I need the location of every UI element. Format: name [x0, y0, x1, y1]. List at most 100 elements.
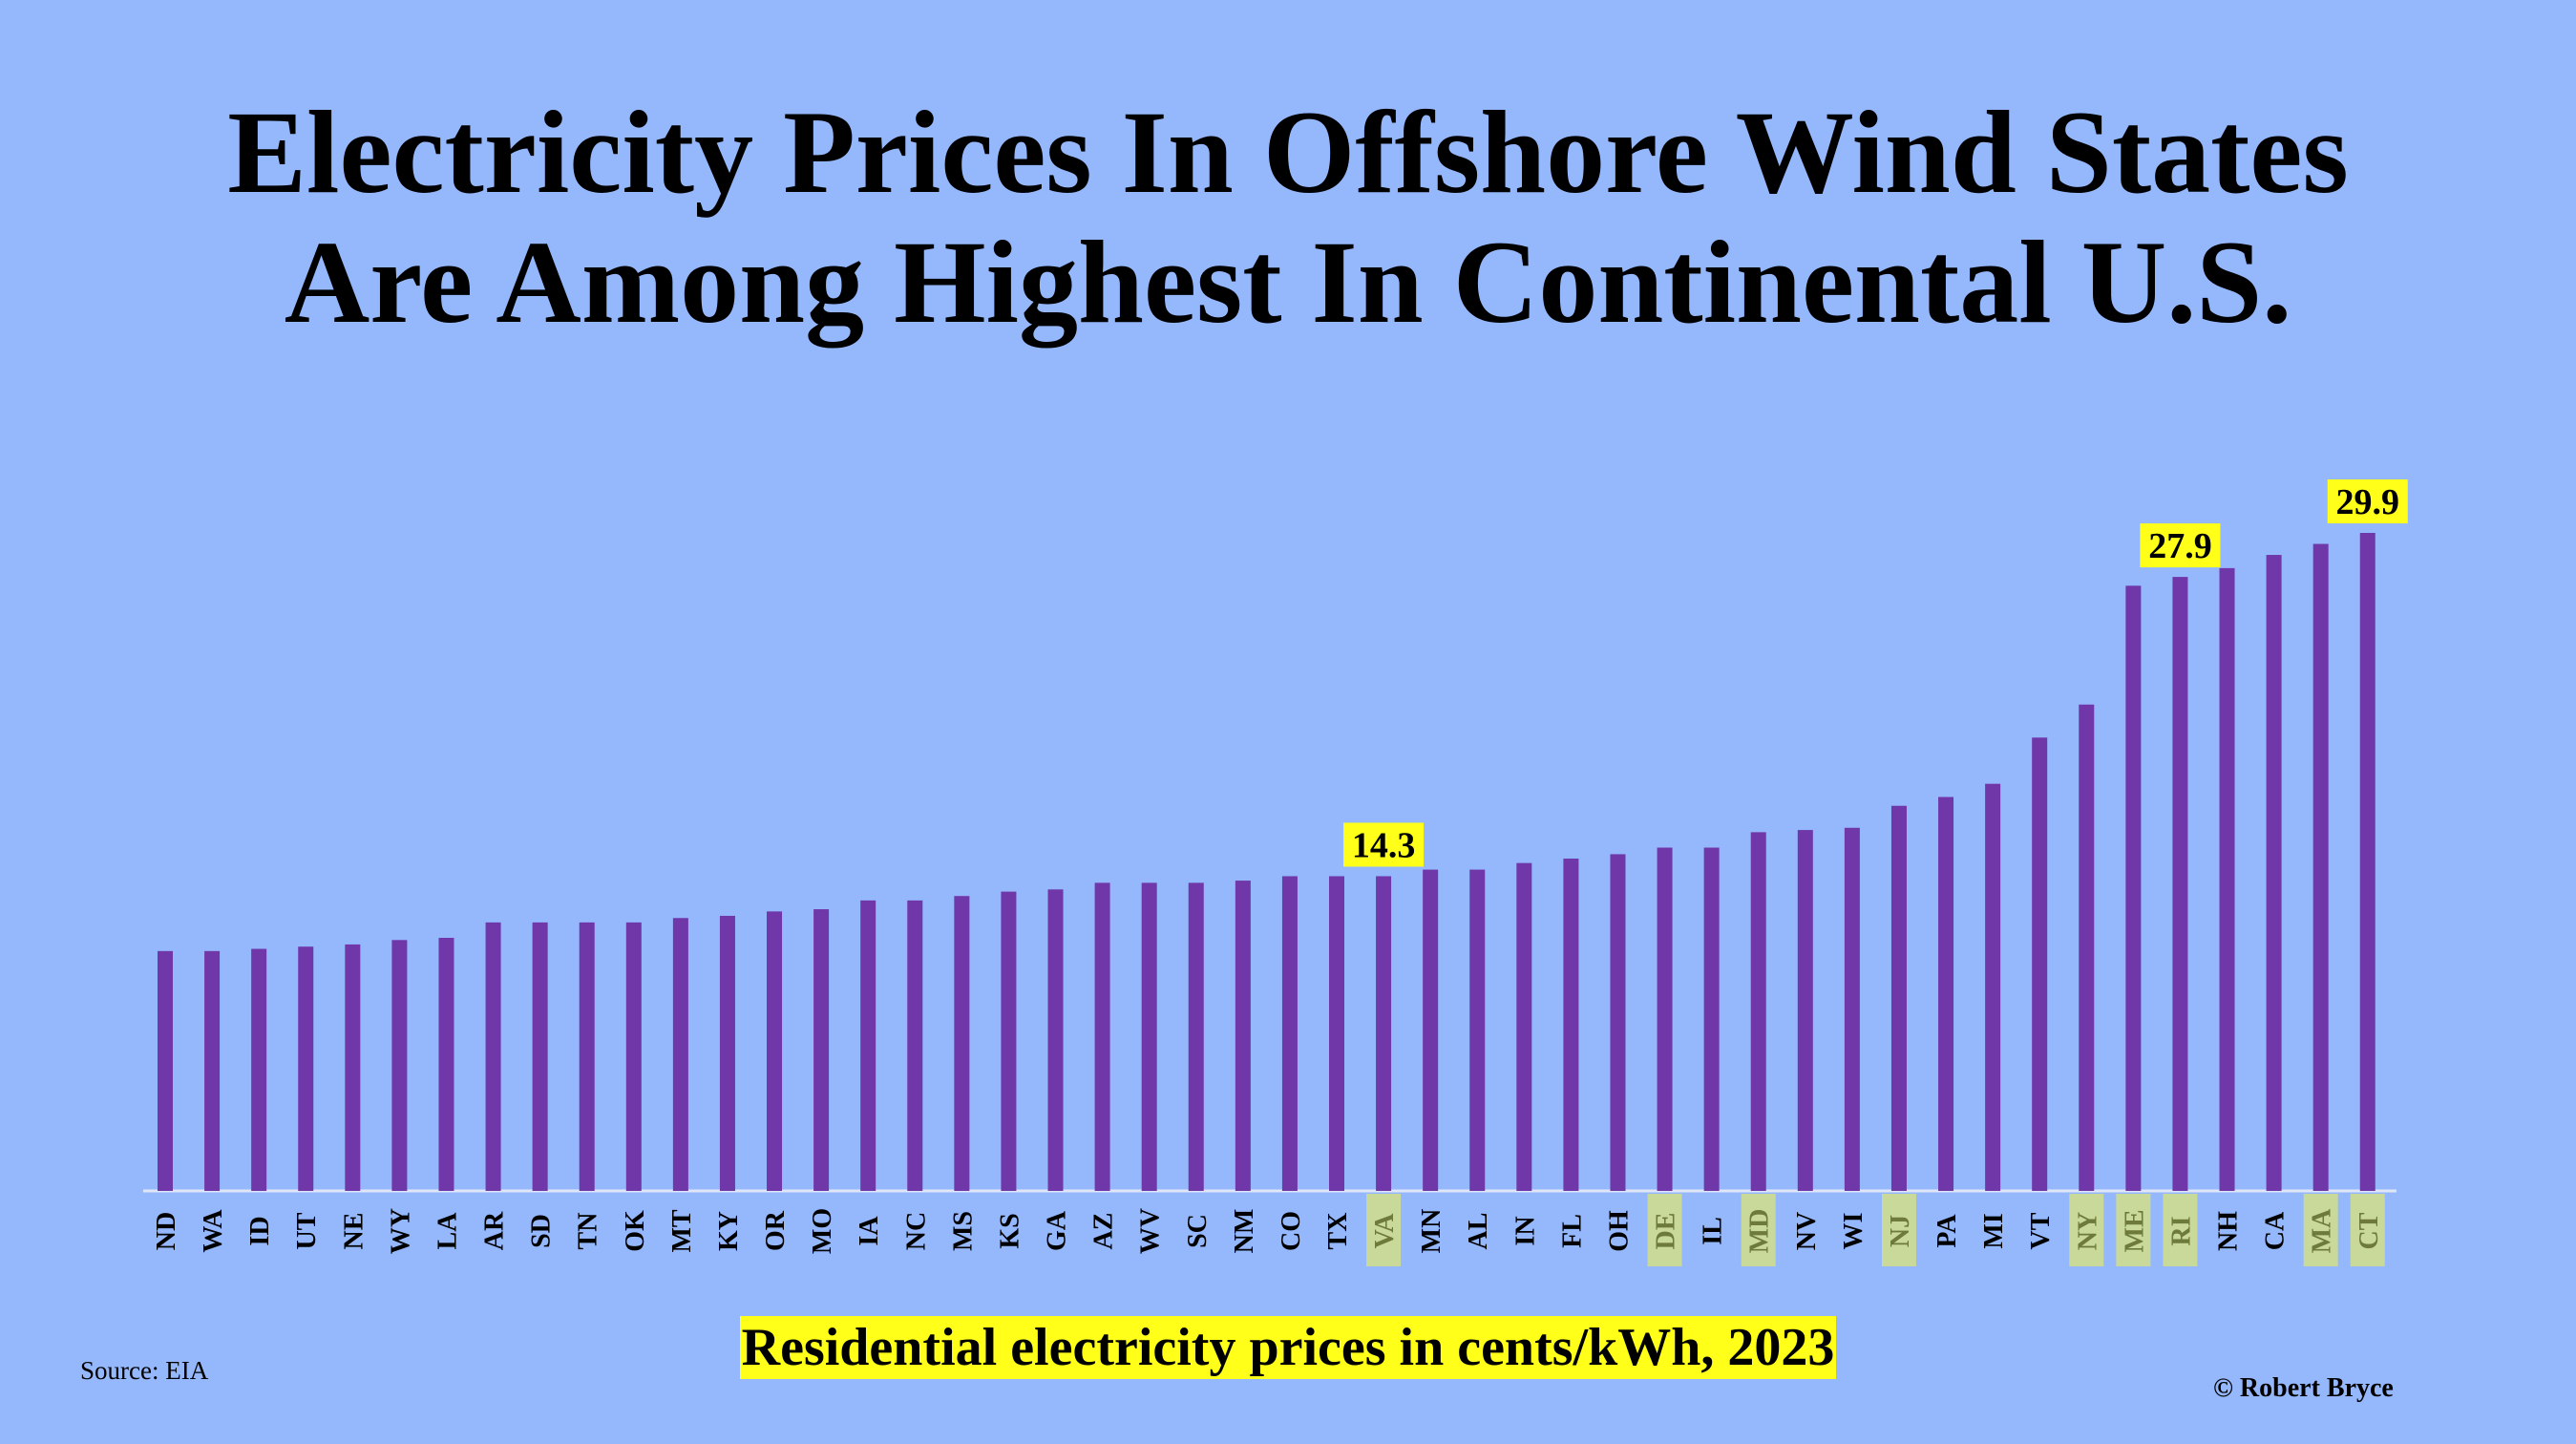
tick-label-nm: NM: [1230, 1209, 1259, 1254]
bar-in: [1516, 862, 1532, 1191]
tick-label-wy: WY: [386, 1208, 415, 1254]
bar-vt: [2032, 737, 2048, 1191]
bar-ny: [2079, 704, 2095, 1191]
bar-me: [2125, 585, 2142, 1191]
tick-label-mo: MO: [808, 1208, 837, 1254]
data-label-bg-ct: [2327, 479, 2408, 523]
bar-pa: [1938, 796, 1954, 1191]
bar-ri: [2172, 577, 2188, 1191]
tick-label-ny: NY: [2073, 1212, 2102, 1250]
tick-label-wi: WI: [1839, 1213, 1869, 1250]
bar-wa: [204, 950, 221, 1191]
bar-id: [251, 948, 267, 1191]
tick-label-mn: MN: [1417, 1209, 1446, 1254]
bar-va: [1376, 876, 1392, 1191]
tick-label-nh: NH: [2214, 1211, 2244, 1251]
chart-title-line-1: Electricity Prices In Offshore Wind Stat…: [227, 87, 2349, 218]
tick-label-sd: SD: [527, 1214, 557, 1248]
tick-label-tn: TN: [574, 1213, 603, 1250]
bar-az: [1094, 882, 1110, 1191]
tick-label-ma: MA: [2308, 1208, 2337, 1253]
tick-label-ky: KY: [714, 1211, 744, 1251]
tick-highlight-va: [1366, 1194, 1402, 1266]
tick-highlight-ct: [2350, 1194, 2385, 1266]
tick-label-wa: WA: [199, 1209, 228, 1253]
tick-label-ks: KS: [995, 1213, 1024, 1248]
chart-title: Electricity Prices In Offshore Wind Stat…: [0, 88, 2576, 348]
tick-label-ct: CT: [2354, 1212, 2384, 1249]
tick-label-md: MD: [1745, 1209, 1775, 1254]
bar-ms: [954, 896, 970, 1191]
copyright-credit: © Robert Bryce: [2213, 1373, 2394, 1403]
bar-nd: [158, 950, 173, 1191]
tick-label-nj: NJ: [1886, 1215, 1915, 1247]
tick-label-ut: UT: [292, 1212, 322, 1249]
tick-label-ne: NE: [339, 1213, 369, 1250]
bar-nj: [1890, 805, 1907, 1191]
tick-label-fl: FL: [1557, 1214, 1587, 1248]
bar-tn: [579, 922, 595, 1191]
tick-label-nv: NV: [1792, 1212, 1822, 1250]
bar-ma: [2312, 543, 2329, 1191]
tick-label-wv: WV: [1136, 1208, 1166, 1254]
tick-label-ar: AR: [480, 1211, 510, 1250]
bar-wv: [1141, 882, 1157, 1191]
bar-ia: [860, 900, 876, 1191]
tick-label-ri: RI: [2166, 1216, 2196, 1245]
tick-label-ia: IA: [855, 1216, 884, 1246]
bar-nc: [907, 900, 923, 1191]
tick-label-me: ME: [2120, 1209, 2149, 1252]
tick-label-ca: CA: [2261, 1211, 2291, 1250]
tick-highlight-nj: [1881, 1194, 1916, 1266]
bar-de: [1657, 847, 1673, 1191]
bar-ky: [719, 915, 735, 1191]
bar-mo: [813, 909, 830, 1191]
bar-mt: [672, 918, 688, 1191]
tick-label-az: AZ: [1089, 1213, 1119, 1250]
tick-label-ok: OK: [621, 1210, 650, 1252]
bar-fl: [1563, 859, 1579, 1191]
bar-oh: [1610, 854, 1626, 1191]
tick-highlight-me: [2116, 1194, 2151, 1266]
tick-label-co: CO: [1277, 1211, 1306, 1251]
tick-label-id: ID: [245, 1216, 275, 1245]
tick-label-al: AL: [1464, 1213, 1493, 1250]
bar-wy: [391, 940, 408, 1191]
chart-title-line-2: Are Among Highest In Continental U.S.: [284, 217, 2292, 348]
bar-nv: [1797, 830, 1813, 1191]
bar-co: [1281, 876, 1298, 1191]
bar-il: [1703, 847, 1720, 1191]
bar-mn: [1423, 869, 1439, 1191]
data-label-va: 14.3: [1352, 825, 1416, 865]
tick-label-la: LA: [433, 1212, 462, 1250]
bar-ga: [1047, 889, 1064, 1191]
bar-ok: [625, 922, 642, 1191]
bar-or: [767, 911, 783, 1191]
data-label-bg-ri: [2140, 523, 2221, 568]
tick-label-nd: ND: [152, 1212, 181, 1250]
bar-ca: [2266, 555, 2282, 1191]
tick-highlight-ma: [2303, 1194, 2338, 1266]
data-label-ct: 29.9: [2336, 482, 2400, 522]
source-note: Source: EIA: [80, 1356, 209, 1385]
bar-ut: [298, 946, 314, 1191]
bar-mi: [1985, 783, 2001, 1191]
tick-label-mi: MI: [1979, 1213, 2009, 1248]
bar-nh: [2219, 567, 2235, 1191]
tick-highlight-ny: [2069, 1194, 2104, 1266]
tick-label-sc: SC: [1183, 1214, 1213, 1248]
tick-label-oh: OH: [1604, 1210, 1634, 1252]
bar-tx: [1329, 876, 1344, 1191]
tick-highlight-de: [1647, 1194, 1682, 1266]
bar-wi: [1844, 827, 1860, 1191]
tick-label-va: VA: [1370, 1213, 1400, 1249]
tick-label-ga: GA: [1043, 1210, 1072, 1251]
tick-label-ms: MS: [948, 1211, 978, 1251]
bar-nm: [1235, 881, 1251, 1191]
tick-label-vt: VT: [2026, 1212, 2056, 1249]
bar-la: [438, 938, 454, 1191]
tick-highlight-md: [1741, 1194, 1776, 1266]
tick-label-il: IL: [1699, 1217, 1728, 1245]
bar-ks: [1001, 891, 1017, 1191]
